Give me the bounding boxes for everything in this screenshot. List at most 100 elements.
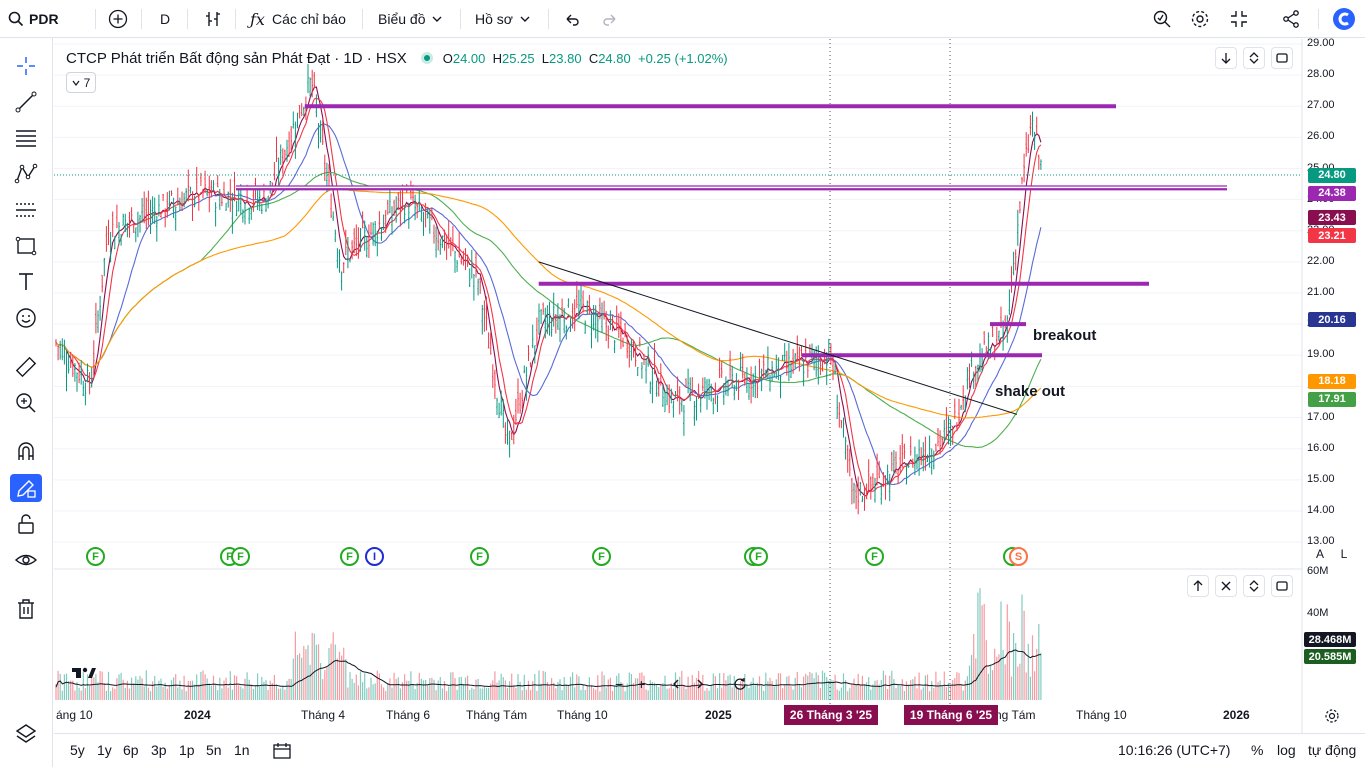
crosshair-tool[interactable] (10, 52, 42, 80)
zoom-tool[interactable] (10, 389, 42, 417)
horizontal-levels[interactable] (236, 104, 1227, 358)
range-button[interactable]: 1y (97, 742, 112, 758)
range-button[interactable]: 1p (179, 742, 195, 758)
divider (460, 9, 461, 29)
event-marker[interactable]: F (231, 547, 250, 566)
chart-type-menu[interactable]: Biểu đồ (378, 0, 443, 38)
fx-icon: ƒx (250, 9, 265, 29)
quick-search-button[interactable] (1152, 0, 1172, 38)
volume-label: 20.585M (1304, 649, 1356, 664)
price-tick: 26.00 (1307, 130, 1335, 143)
scroll-left-icon[interactable] (671, 678, 681, 690)
event-marker[interactable]: F (470, 547, 489, 566)
undo-button[interactable] (563, 0, 581, 38)
price-tick: 22.00 (1307, 254, 1335, 267)
range-button[interactable]: 5n (206, 742, 222, 758)
top-toolbar: PDR D ƒx Các chỉ báo Biểu đồ Hồ sơ (0, 0, 1365, 38)
symbol-search[interactable]: PDR (8, 0, 59, 38)
divider (1318, 9, 1319, 29)
measure-tool[interactable] (10, 353, 42, 381)
event-marker[interactable]: S (1009, 547, 1028, 566)
date-range-icon[interactable] (272, 741, 294, 761)
visibility-tool[interactable] (10, 546, 42, 574)
range-button[interactable]: 5y (70, 742, 85, 758)
volume-label: 28.468M (1304, 632, 1356, 647)
breakout-annotation[interactable]: breakout (1033, 327, 1097, 344)
icon-tool[interactable] (10, 304, 42, 332)
event-marker[interactable]: F (749, 547, 768, 566)
percent-toggle[interactable]: % (1251, 742, 1264, 758)
text-tool[interactable] (10, 268, 42, 296)
redo-button[interactable] (601, 0, 619, 38)
price-tick: 17.00 (1307, 410, 1335, 423)
magnet-icon (18, 442, 34, 460)
eye-icon (14, 554, 38, 566)
bar-style-button[interactable] (203, 0, 223, 38)
divider (141, 9, 142, 29)
fullscreen-button[interactable] (1229, 0, 1249, 38)
price-tick: 28.00 (1307, 68, 1335, 81)
range-button[interactable]: 1n (234, 742, 250, 758)
settings-button[interactable] (1190, 0, 1210, 38)
profile-menu[interactable]: Hồ sơ (475, 0, 531, 38)
trendline-drawing[interactable] (538, 261, 1018, 415)
object-tree-tool[interactable] (10, 720, 42, 748)
fib-tool[interactable] (10, 124, 42, 152)
event-marker[interactable]: F (86, 547, 105, 566)
event-marker[interactable]: I (365, 547, 384, 566)
log-scale-button[interactable]: L (1334, 544, 1354, 564)
tradingview-logo[interactable] (70, 665, 98, 681)
indicators-button[interactable]: ƒx Các chỉ báo (250, 0, 346, 38)
price-series (55, 64, 1042, 515)
price-tick: 16.00 (1307, 441, 1335, 454)
move-pane-up-button[interactable] (1187, 575, 1209, 597)
collapse-pane-button[interactable] (1271, 47, 1293, 69)
time-tick: Tháng 10 (557, 708, 608, 722)
collapse-pane-button[interactable] (1271, 575, 1293, 597)
legend-title[interactable]: CTCP Phát triển Bất động sản Phát Đạt · … (66, 49, 407, 67)
lock-drawing-tool[interactable] (10, 474, 42, 502)
price-tick: 27.00 (1307, 99, 1335, 112)
maximize-pane-button[interactable] (1243, 47, 1265, 69)
pattern-tool[interactable] (10, 160, 42, 188)
event-marker[interactable]: F (592, 547, 611, 566)
forecast-tool[interactable] (10, 196, 42, 224)
share-button[interactable] (1281, 0, 1301, 38)
event-marker[interactable]: F (340, 547, 359, 566)
time-tick: 2026 (1223, 708, 1250, 722)
clock[interactable]: 10:16:26 (UTC+7) (1118, 742, 1231, 758)
interval-label: D (160, 11, 171, 27)
shape-tool[interactable] (10, 232, 42, 260)
range-button[interactable]: 6p (123, 742, 139, 758)
event-marker[interactable]: F (865, 547, 884, 566)
close-icon (1221, 581, 1231, 591)
scroll-right-icon[interactable] (695, 678, 705, 690)
maximize-pane-button[interactable] (1243, 575, 1265, 597)
indicators-toggle[interactable]: 7 (66, 72, 96, 93)
compare-button[interactable] (108, 0, 128, 38)
time-marker-label-2: 19 Tháng 6 '25 (904, 705, 998, 725)
reset-icon[interactable] (733, 677, 747, 691)
shakeout-annotation[interactable]: shake out (995, 383, 1066, 400)
price-tick: 19.00 (1307, 348, 1335, 361)
gear-icon[interactable] (1324, 708, 1340, 724)
auto-scale-button[interactable]: A (1310, 544, 1330, 564)
chart-canvas[interactable] (54, 39, 1365, 733)
magnet-tool[interactable] (10, 438, 42, 466)
maximize-icon (1249, 52, 1259, 64)
move-pane-down-button[interactable] (1215, 47, 1237, 69)
zoom-in-button[interactable]: + (637, 676, 646, 692)
trendline-tool[interactable] (10, 88, 42, 116)
interval-button[interactable]: D (160, 0, 170, 38)
remove-drawings-tool[interactable] (10, 595, 42, 623)
lock-tool[interactable] (10, 510, 42, 538)
zoom-out-button[interactable]: − (615, 676, 624, 692)
volume-tick: 60M (1307, 565, 1329, 577)
moving-average-line (55, 86, 1042, 497)
close-pane-button[interactable] (1215, 575, 1237, 597)
range-button[interactable]: 3p (151, 742, 167, 758)
log-toggle[interactable]: log (1277, 742, 1296, 758)
app-logo[interactable] (1332, 0, 1356, 38)
auto-toggle[interactable]: tự động (1308, 742, 1357, 758)
price-label: 23.43 (1308, 210, 1356, 226)
